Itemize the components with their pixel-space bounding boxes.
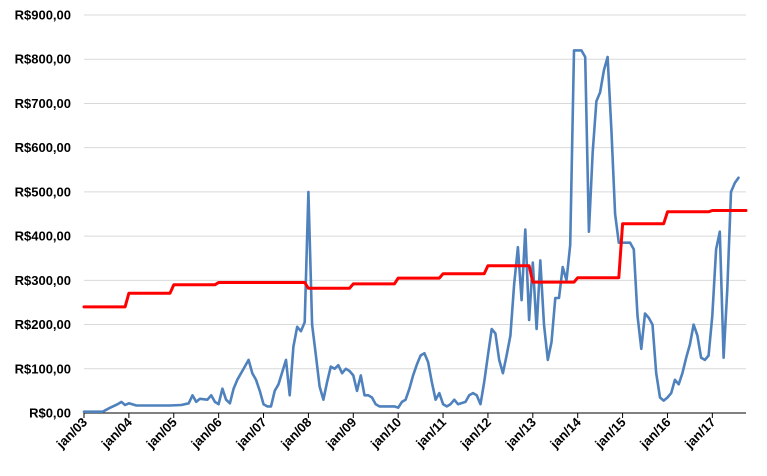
y-tick-label: R$500,00 — [15, 184, 71, 199]
x-tick-label: jan/13 — [502, 415, 539, 452]
x-tick-label: jan/06 — [187, 415, 224, 452]
x-axis-tick-labels: jan/03 jan/04 jan/05 jan/06 jan/07 jan/08 jan/… — [53, 413, 718, 452]
x-tick-label: jan/12 — [457, 415, 494, 452]
y-tick-label: R$700,00 — [15, 96, 71, 111]
y-tick-label: R$400,00 — [15, 229, 71, 244]
x-tick-label: jan/05 — [143, 415, 180, 452]
x-tick-label: jan/08 — [277, 415, 314, 452]
x-tick-label: jan/11 — [412, 415, 449, 452]
x-tick-label: jan/04 — [98, 414, 136, 452]
y-tick-label: R$300,00 — [15, 273, 71, 288]
y-tick-label: R$900,00 — [15, 8, 71, 23]
y-tick-label: R$100,00 — [15, 361, 71, 376]
x-tick-label: jan/14 — [546, 414, 584, 452]
x-tick-label: jan/09 — [322, 415, 359, 452]
series-line-blue — [82, 49, 740, 413]
x-tick-label: jan/16 — [636, 415, 673, 452]
x-tick-label: jan/07 — [232, 415, 269, 452]
y-tick-label: R$600,00 — [15, 140, 71, 155]
y-axis-tick-labels: R$0,00 R$100,00 R$200,00 R$300,00 R$400,00 R$… — [15, 8, 71, 421]
gridlines — [84, 14, 746, 370]
y-tick-label: R$0,00 — [29, 406, 71, 421]
series-line-red — [82, 209, 748, 309]
y-tick-label: R$200,00 — [15, 317, 71, 332]
x-tick-label: jan/17 — [681, 415, 718, 452]
y-tick-label: R$800,00 — [15, 52, 71, 67]
x-tick-label: jan/15 — [591, 415, 628, 452]
x-tick-label: jan/10 — [367, 415, 404, 452]
series-lines — [82, 49, 748, 413]
